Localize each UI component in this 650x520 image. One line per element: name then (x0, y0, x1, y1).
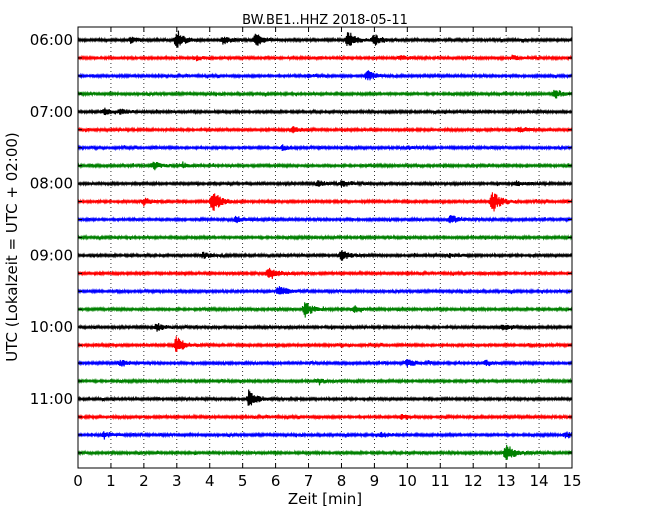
x-tick-label: 5 (238, 472, 248, 490)
y-tick-label: 11:00 (30, 390, 73, 408)
seismic-trace (77, 161, 573, 171)
seismic-trace (77, 192, 573, 212)
seismic-trace (77, 30, 573, 48)
seismic-trace (77, 180, 573, 188)
x-tick-label: 2 (139, 472, 149, 490)
x-tick-label: 15 (562, 472, 581, 490)
seismic-trace (77, 431, 573, 440)
y-tick-label: 07:00 (30, 103, 73, 121)
grid-layer (110, 27, 540, 468)
plot-frame (77, 26, 573, 469)
y-tick-label: 10:00 (30, 318, 73, 336)
x-tick-label: 9 (370, 472, 380, 490)
x-axis-label: Zeit [min] (288, 490, 362, 508)
seismic-trace (77, 389, 573, 406)
x-tick-label: 7 (304, 472, 314, 490)
y-tick-label: 06:00 (30, 31, 73, 49)
x-tick-label: 10 (398, 472, 417, 490)
seismic-trace (77, 413, 573, 421)
seismic-trace (77, 377, 573, 386)
y-tick-label: 09:00 (30, 246, 73, 264)
seismic-trace (77, 267, 573, 279)
seismic-trace (77, 302, 573, 318)
x-tick-label: 12 (464, 472, 483, 490)
seismic-trace (77, 336, 573, 352)
x-tick-label: 8 (337, 472, 347, 490)
trace-layer (77, 30, 573, 460)
x-tick-label: 6 (271, 472, 281, 490)
seismic-trace (77, 214, 573, 224)
x-tick-label: 0 (73, 472, 83, 490)
y-axis-label: UTC (Lokalzeit = UTC + 02:00) (3, 132, 21, 362)
seismic-trace (77, 286, 573, 295)
x-tick-label: 11 (431, 472, 450, 490)
x-tick-label: 1 (106, 472, 116, 490)
seismic-trace (77, 54, 573, 62)
seismic-trace (77, 107, 573, 116)
tick-layer: 0 1 2 3 4 5 6 7 8 9 10 11 12 13 14 1506:0007:0008:0009:… (30, 27, 582, 490)
y-tick-label: 08:00 (30, 175, 73, 193)
seismic-trace (77, 70, 573, 81)
x-tick-label: 3 (172, 472, 182, 490)
seismic-trace (77, 444, 573, 460)
seismic-trace (77, 249, 573, 261)
x-tick-label: 13 (497, 472, 516, 490)
seismic-trace (77, 126, 573, 134)
chart-title: BW.BE1..HHZ 2018-05-11 (242, 13, 408, 28)
x-tick-label: 4 (205, 472, 215, 490)
seismic-trace (77, 359, 573, 368)
seismic-trace (77, 89, 573, 99)
seismic-trace (77, 144, 573, 152)
seismic-trace (77, 233, 573, 241)
x-tick-label: 14 (530, 472, 549, 490)
seismic-trace (77, 322, 573, 332)
